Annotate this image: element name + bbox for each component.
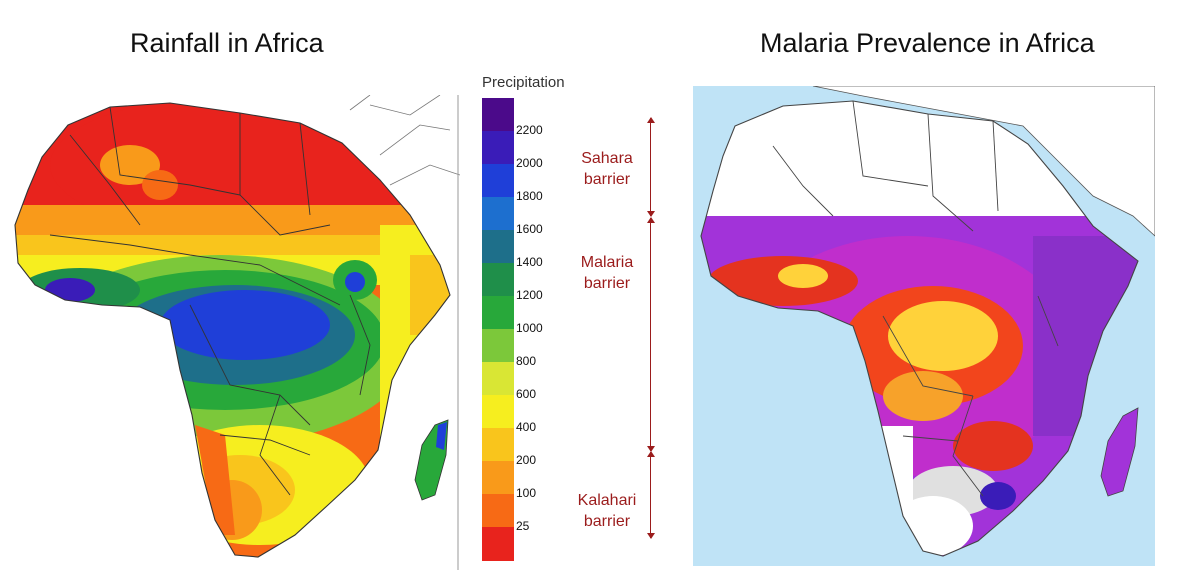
legend-swatch bbox=[482, 494, 514, 528]
malaria-arrow bbox=[647, 217, 655, 452]
legend-swatch bbox=[482, 329, 514, 363]
rainfall-fill bbox=[15, 103, 450, 557]
legend-title: Precipitation bbox=[482, 74, 565, 91]
kalahari-barrier-label: Kalahari barrier bbox=[577, 492, 637, 530]
legend-swatch bbox=[482, 296, 514, 330]
legend-tick-label: 2000 bbox=[516, 156, 543, 170]
legend-swatch bbox=[482, 395, 514, 429]
sahara-arrow bbox=[647, 117, 655, 217]
malaria-country-borders bbox=[700, 100, 1139, 557]
legend-swatch bbox=[482, 164, 514, 198]
malaria-map bbox=[693, 86, 1155, 566]
malaria-barrier-label: Malaria barrier bbox=[580, 254, 634, 292]
legend-tick-label: 1800 bbox=[516, 189, 543, 203]
legend-swatch bbox=[482, 362, 514, 396]
rainfall-map bbox=[14, 95, 460, 570]
legend-tick-label: 800 bbox=[516, 354, 537, 368]
rainfall-country-borders bbox=[14, 102, 451, 558]
legend-tick-label: 2200 bbox=[516, 123, 543, 137]
legend-swatch bbox=[482, 230, 514, 264]
malaria-map-title: Malaria Prevalence in Africa bbox=[760, 28, 1095, 58]
legend-swatch bbox=[482, 527, 514, 561]
neighbor-outlines bbox=[349, 95, 460, 186]
legend-tick-label: 400 bbox=[516, 420, 537, 434]
legend-swatch bbox=[482, 263, 514, 297]
legend-swatch bbox=[482, 98, 514, 132]
rainfall-map-title: Rainfall in Africa bbox=[130, 28, 324, 58]
legend-tick-label: 1000 bbox=[516, 321, 543, 335]
legend-tick-label: 600 bbox=[516, 387, 537, 401]
legend-swatch bbox=[482, 197, 514, 231]
legend-tick-label: 200 bbox=[516, 453, 537, 467]
legend-swatch bbox=[482, 461, 514, 495]
legend-swatch bbox=[482, 131, 514, 165]
kalahari-arrow bbox=[647, 451, 655, 539]
precipitation-color-bar bbox=[482, 98, 514, 561]
madagascar-malaria bbox=[1100, 407, 1139, 497]
legend-tick-label: 1200 bbox=[516, 288, 543, 302]
legend-tick-label: 1600 bbox=[516, 222, 543, 236]
sahara-barrier-label: Sahara barrier bbox=[581, 150, 633, 188]
legend-tick-label: 100 bbox=[516, 486, 537, 500]
legend-tick-label: 25 bbox=[516, 519, 530, 533]
legend-swatch bbox=[482, 428, 514, 462]
legend-tick-label: 1400 bbox=[516, 255, 543, 269]
